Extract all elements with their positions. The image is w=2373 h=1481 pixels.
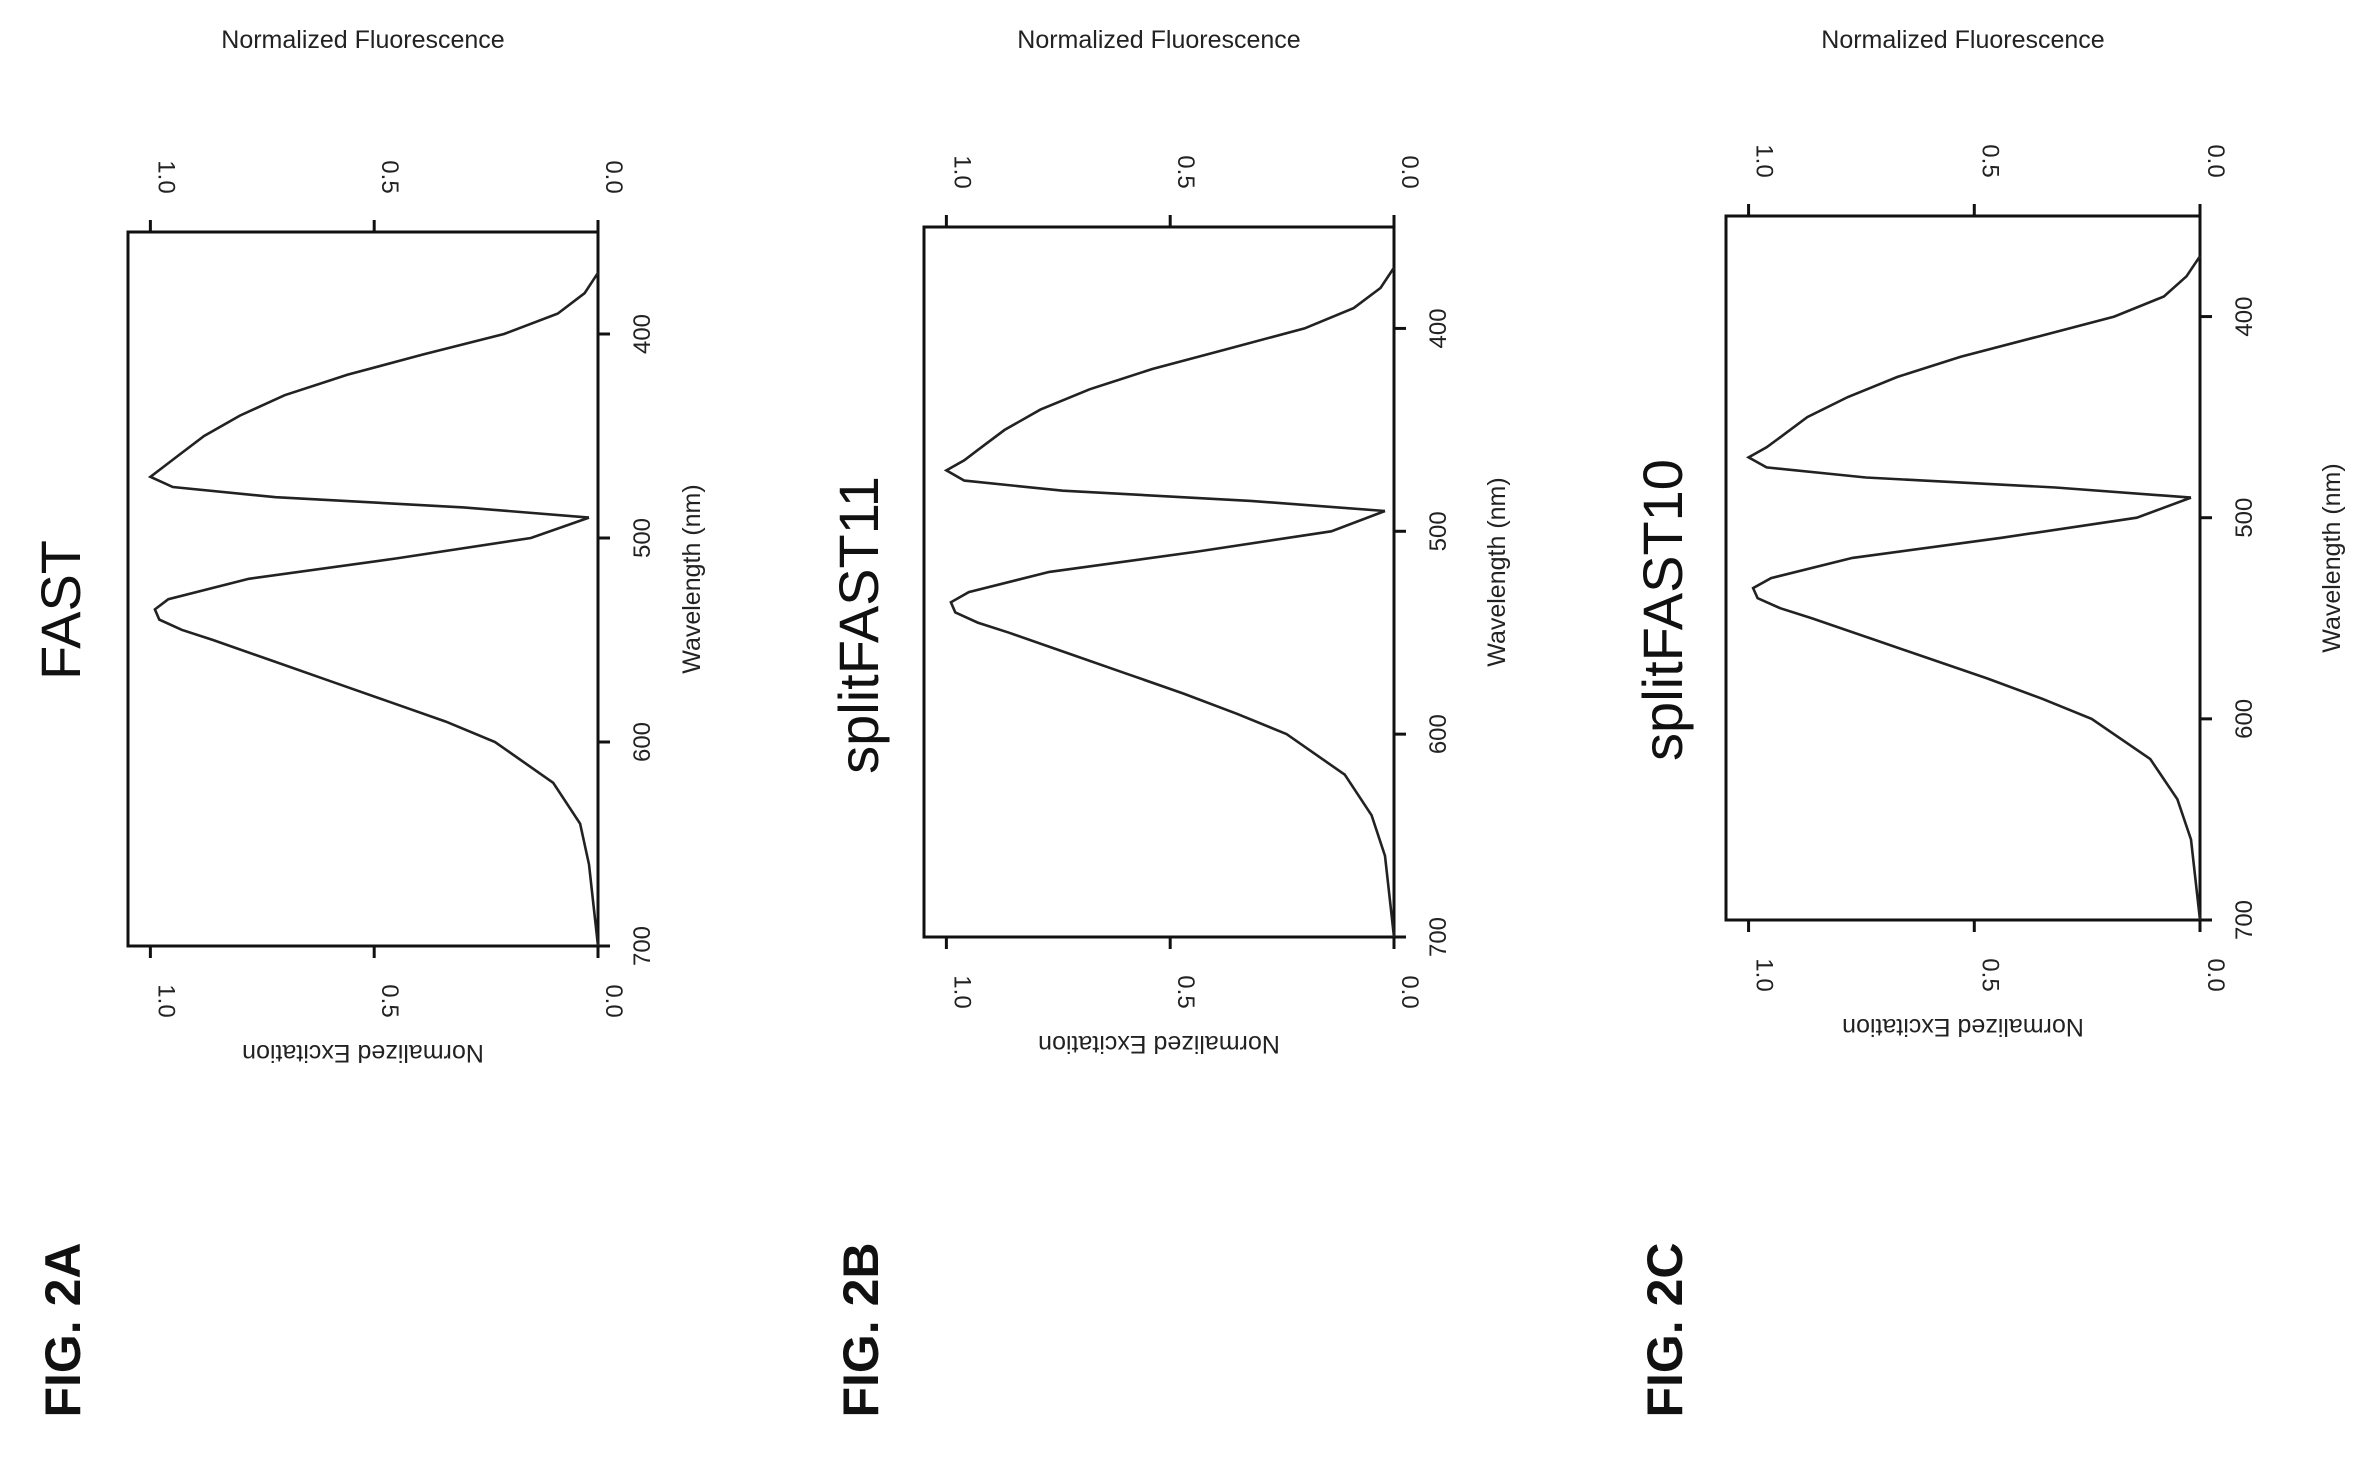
x-tick-label: 400: [1425, 308, 1452, 348]
fluorescence-tick-label: 0.5: [376, 160, 403, 193]
x-tick-label: 400: [629, 314, 656, 354]
fluorescence-axis-title: Normalized Fluorescence: [1017, 26, 1300, 54]
fluorescence-curve: [153, 516, 600, 947]
x-tick-label: 700: [1425, 917, 1452, 957]
excitation-tick-label: 0.5: [1172, 975, 1199, 1008]
fluorescence-axis-title: Normalized Fluorescence: [1821, 26, 2104, 54]
fluorescence-axis-title: Normalized Fluorescence: [221, 26, 504, 54]
x-tick-label: 600: [1425, 714, 1452, 754]
x-tick-label: 500: [629, 518, 656, 558]
fluorescence-tick-label: 0.0: [2202, 144, 2229, 177]
figure-label: FIG. 2A: [35, 1242, 91, 1417]
plot-frame: [126, 230, 600, 948]
panel-2: 4005006007000.00.00.50.51.01.0Wavelength…: [827, 26, 1511, 1418]
fluorescence-tick-label: 0.0: [600, 160, 627, 193]
panel-1: 4005006007000.00.00.50.51.01.0Wavelength…: [29, 26, 706, 1418]
excitation-curve: [147, 272, 600, 519]
panel-3: 4005006007000.00.00.50.51.01.0Wavelength…: [1631, 26, 2346, 1418]
x-axis-title: Wavelength (nm): [2318, 463, 2346, 652]
fluorescence-tick-label: 1.0: [152, 160, 179, 193]
fluorescence-tick-label: 1.0: [1751, 144, 1778, 177]
figure-label: FIG. 2C: [1637, 1242, 1693, 1417]
excitation-tick-label: 0.0: [600, 984, 627, 1017]
fluorescence-curve: [1751, 496, 2202, 921]
panel-title: splitFAST11: [827, 476, 890, 774]
excitation-axis-title: Normalized Excitation: [242, 1039, 484, 1067]
panel-title: FAST: [29, 540, 92, 680]
excitation-curve: [1745, 255, 2202, 499]
x-tick-label: 400: [2231, 297, 2258, 337]
excitation-tick-label: 1.0: [948, 975, 975, 1008]
plot-frame: [1724, 214, 2202, 922]
excitation-tick-label: 1.0: [152, 984, 179, 1017]
fluorescence-tick-label: 0.5: [1976, 144, 2003, 177]
excitation-tick-label: 0.0: [1396, 975, 1423, 1008]
x-tick-label: 500: [2231, 498, 2258, 538]
fluorescence-tick-label: 1.0: [948, 155, 975, 188]
excitation-tick-label: 0.5: [376, 984, 403, 1017]
fluorescence-tick-label: 0.5: [1172, 155, 1199, 188]
x-tick-label: 700: [629, 926, 656, 966]
fluorescence-tick-label: 0.0: [1396, 155, 1423, 188]
figure-label: FIG. 2B: [833, 1242, 889, 1417]
excitation-axis-title: Normalized Excitation: [1842, 1013, 2084, 1041]
x-tick-label: 500: [1425, 511, 1452, 551]
excitation-axis-title: Normalized Excitation: [1038, 1030, 1280, 1058]
x-axis-title: Wavelength (nm): [678, 484, 706, 673]
x-tick-label: 600: [629, 722, 656, 762]
x-axis-title: Wavelength (nm): [1483, 477, 1511, 666]
excitation-tick-label: 0.5: [1976, 958, 2003, 991]
plot-frame: [922, 225, 1396, 939]
excitation-curve: [943, 266, 1396, 513]
panel-title: splitFAST10: [1631, 459, 1694, 761]
excitation-tick-label: 0.0: [2202, 958, 2229, 991]
x-tick-label: 600: [2231, 699, 2258, 739]
fluorescence-curve: [949, 509, 1396, 938]
x-tick-label: 700: [2231, 900, 2258, 940]
excitation-tick-label: 1.0: [1751, 958, 1778, 991]
